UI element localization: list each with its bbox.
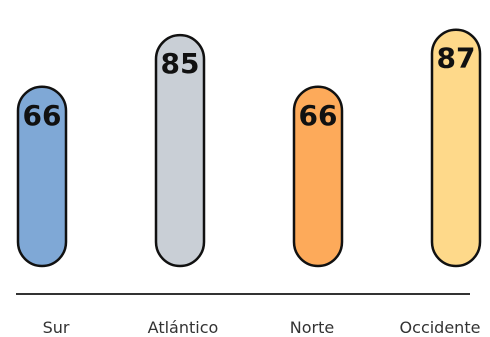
value-label-occidente: 87: [437, 42, 476, 75]
category-labels-group: Sur Atlántico Norte Occidente: [43, 318, 481, 337]
bar-sur: [16, 85, 68, 268]
category-label-norte: Norte: [290, 318, 334, 337]
bar-atlantico: [154, 33, 206, 268]
category-label-occidente: Occidente: [400, 318, 481, 337]
value-label-atlantico: 85: [161, 47, 200, 80]
bar-norte: [292, 85, 344, 268]
value-label-sur: 66: [23, 99, 62, 132]
category-label-atlantico: Atlántico: [148, 318, 219, 337]
bars-group: 66 85 66 87: [16, 28, 482, 268]
category-label-sur: Sur: [43, 318, 70, 337]
value-label-norte: 66: [299, 99, 338, 132]
bar-occidente: [430, 28, 482, 268]
